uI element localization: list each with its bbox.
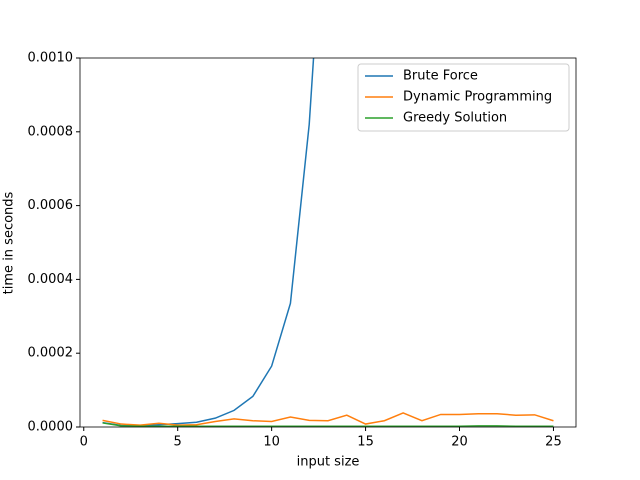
plot-area (102, 58, 554, 427)
x-tick-label: 15 (357, 435, 374, 450)
legend-label: Greedy Solution (403, 111, 507, 126)
x-tick-label: 25 (545, 435, 562, 450)
y-tick-label: 0.0002 (28, 346, 74, 361)
y-tick-label: 0.0008 (28, 124, 74, 139)
y-tick-label: 0.0004 (28, 272, 74, 287)
series-line (102, 412, 554, 426)
y-axis-label: time in seconds (2, 191, 17, 294)
x-tick-label: 0 (80, 435, 88, 450)
legend-label: Brute Force (403, 69, 478, 84)
y-tick-label: 0.0010 (28, 51, 74, 66)
legend-label: Dynamic Programming (403, 90, 552, 105)
y-tick-label: 0.0000 (28, 420, 74, 435)
legend-box (357, 63, 570, 132)
x-axis-label: input size (297, 455, 360, 470)
x-tick-label: 20 (451, 435, 468, 450)
axes-frame (79, 57, 577, 428)
series-line (102, 422, 554, 427)
x-tick-label: 5 (174, 435, 182, 450)
y-tick-label: 0.0006 (28, 198, 74, 213)
x-tick-label: 10 (263, 435, 280, 450)
